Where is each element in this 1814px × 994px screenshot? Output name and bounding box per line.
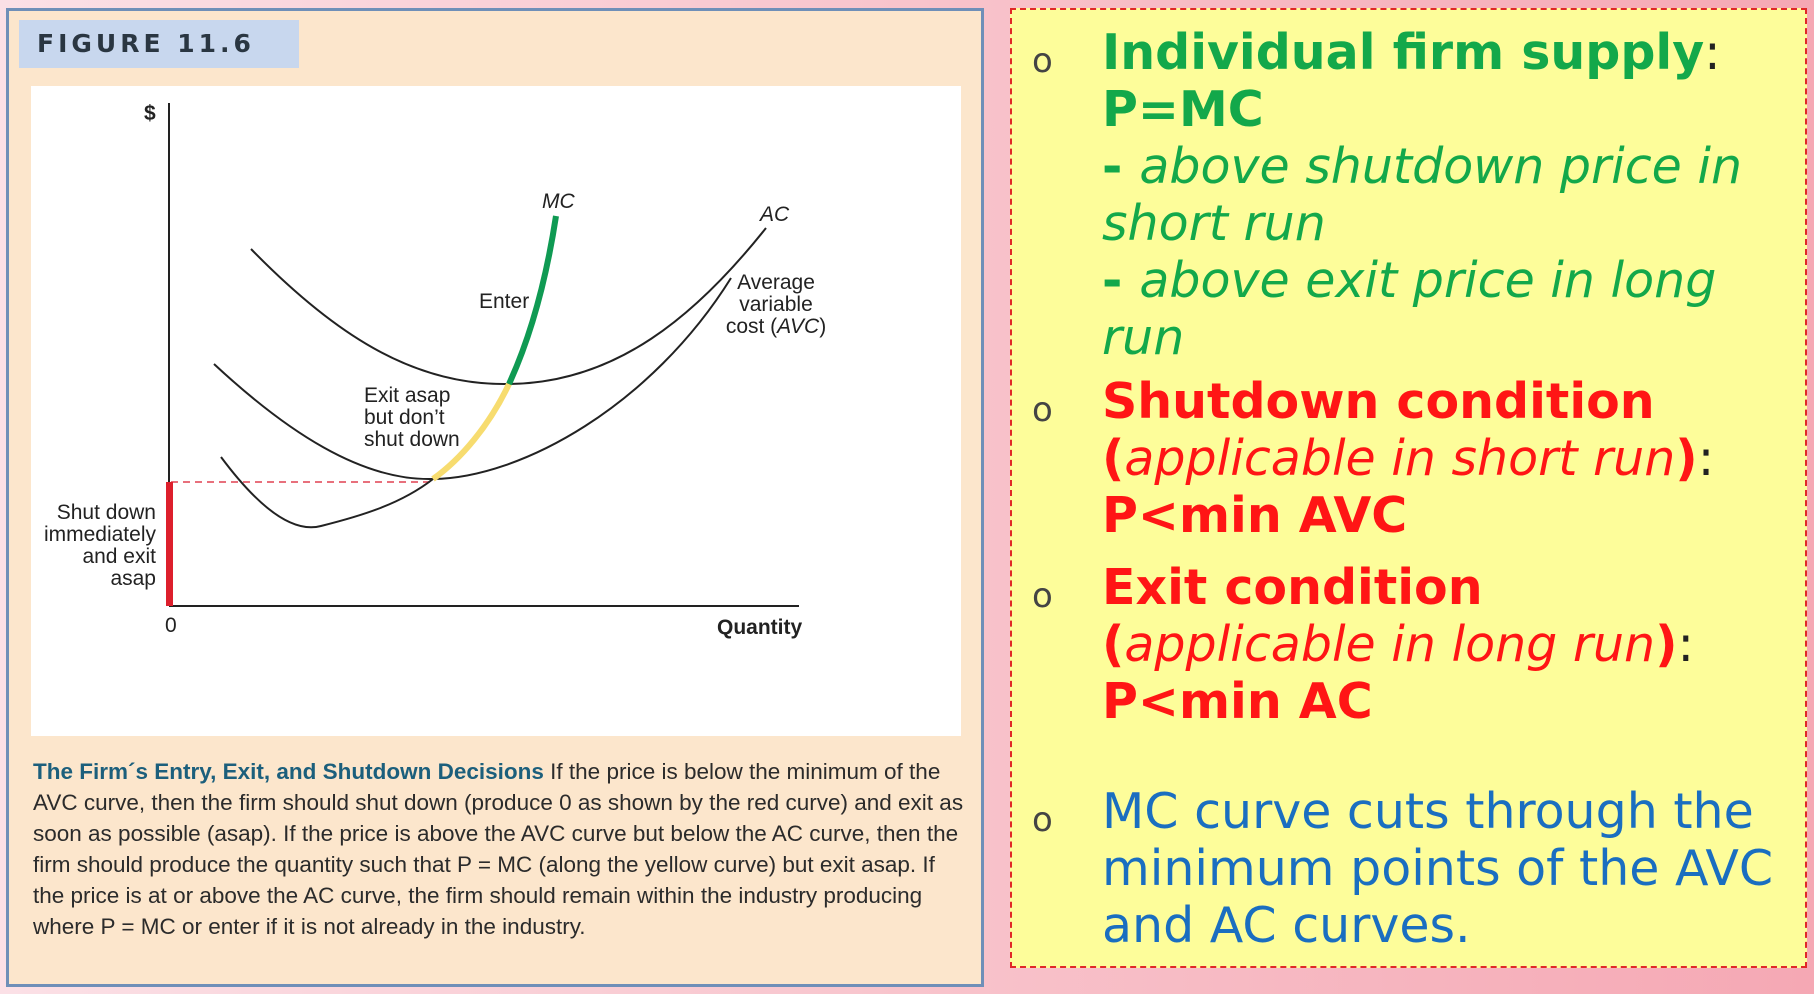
chart-area: $ Quantity 0 MC AC Average variable cost…: [31, 86, 961, 736]
svg-text:shut down: shut down: [364, 428, 460, 451]
note-2-paren: applicable in short run: [1124, 430, 1676, 487]
svg-text:Exit asap: Exit asap: [364, 384, 450, 407]
caption-title: The Firm´s Entry, Exit, and Shutdown Dec…: [33, 759, 544, 784]
note-2-title: Shutdown condition: [1102, 373, 1655, 430]
note-1-rule: P=MC: [1102, 81, 1264, 138]
mc-yellow-segment: [431, 382, 512, 482]
note-1-title: Individual firm supply: [1102, 24, 1705, 81]
shutdown-label: Shut down immediately and exit asap: [44, 501, 157, 590]
cost-curves-chart: $ Quantity 0 MC AC Average variable cost…: [44, 102, 826, 639]
note-1-sub2: above exit price in long run: [1102, 252, 1717, 366]
figure-label: FIGURE 11.6: [19, 20, 299, 68]
svg-text:immediately: immediately: [44, 523, 157, 546]
mc-label: MC: [542, 190, 575, 213]
note-3-title: Exit condition: [1102, 559, 1483, 616]
mc-curve: [220, 456, 434, 529]
exit-but-dont-label: Exit asap but don’t shut down: [364, 384, 460, 451]
enter-label: Enter: [479, 290, 529, 313]
svg-text:Shut down: Shut down: [57, 501, 156, 524]
avc-label: Average variable cost (AVC): [726, 271, 826, 338]
note-individual-firm-supply: Individual firm supply: P=MC - above shu…: [1102, 24, 1743, 366]
svg-text:and exit: and exit: [82, 545, 156, 568]
bullet-1: o: [1032, 41, 1053, 81]
notes-panel: o Individual firm supply: P=MC - above s…: [1010, 8, 1807, 968]
bullet-3: o: [1032, 576, 1053, 616]
bullet-4: o: [1032, 800, 1053, 840]
note-3-rule: P<min AC: [1102, 673, 1373, 730]
note-3-paren: applicable in long run: [1124, 616, 1656, 673]
avc-curve: [213, 277, 732, 481]
figure-panel: FIGURE 11.6 $ Quantity 0 MC AC Aver: [6, 8, 984, 987]
mc-green-segment: [506, 215, 559, 386]
note-mc-curve: MC curve cuts through the minimum points…: [1102, 783, 1774, 954]
svg-text:Average: Average: [737, 271, 815, 294]
svg-text:cost (AVC): cost (AVC): [726, 315, 826, 338]
ac-label: AC: [758, 203, 790, 226]
note-exit-condition: Exit condition (applicable in long run):…: [1102, 559, 1695, 730]
note-2-rule: P<min AVC: [1102, 487, 1408, 544]
y-axis-label: $: [144, 102, 156, 125]
svg-text:asap: asap: [110, 567, 156, 590]
figure-caption: The Firm´s Entry, Exit, and Shutdown Dec…: [33, 756, 968, 942]
caption-body: If the price is below the minimum of the…: [33, 759, 964, 939]
x-axis-label: Quantity: [717, 616, 802, 639]
note-1-sub1: above shutdown price in short run: [1102, 138, 1743, 252]
origin-tick-label: 0: [165, 614, 177, 637]
note-shutdown-condition: Shutdown condition (applicable in short …: [1102, 373, 1715, 544]
svg-text:but don’t: but don’t: [364, 406, 445, 429]
shutdown-red-segment: [166, 482, 173, 606]
svg-text:variable: variable: [739, 293, 813, 316]
bullet-2: o: [1032, 390, 1053, 430]
